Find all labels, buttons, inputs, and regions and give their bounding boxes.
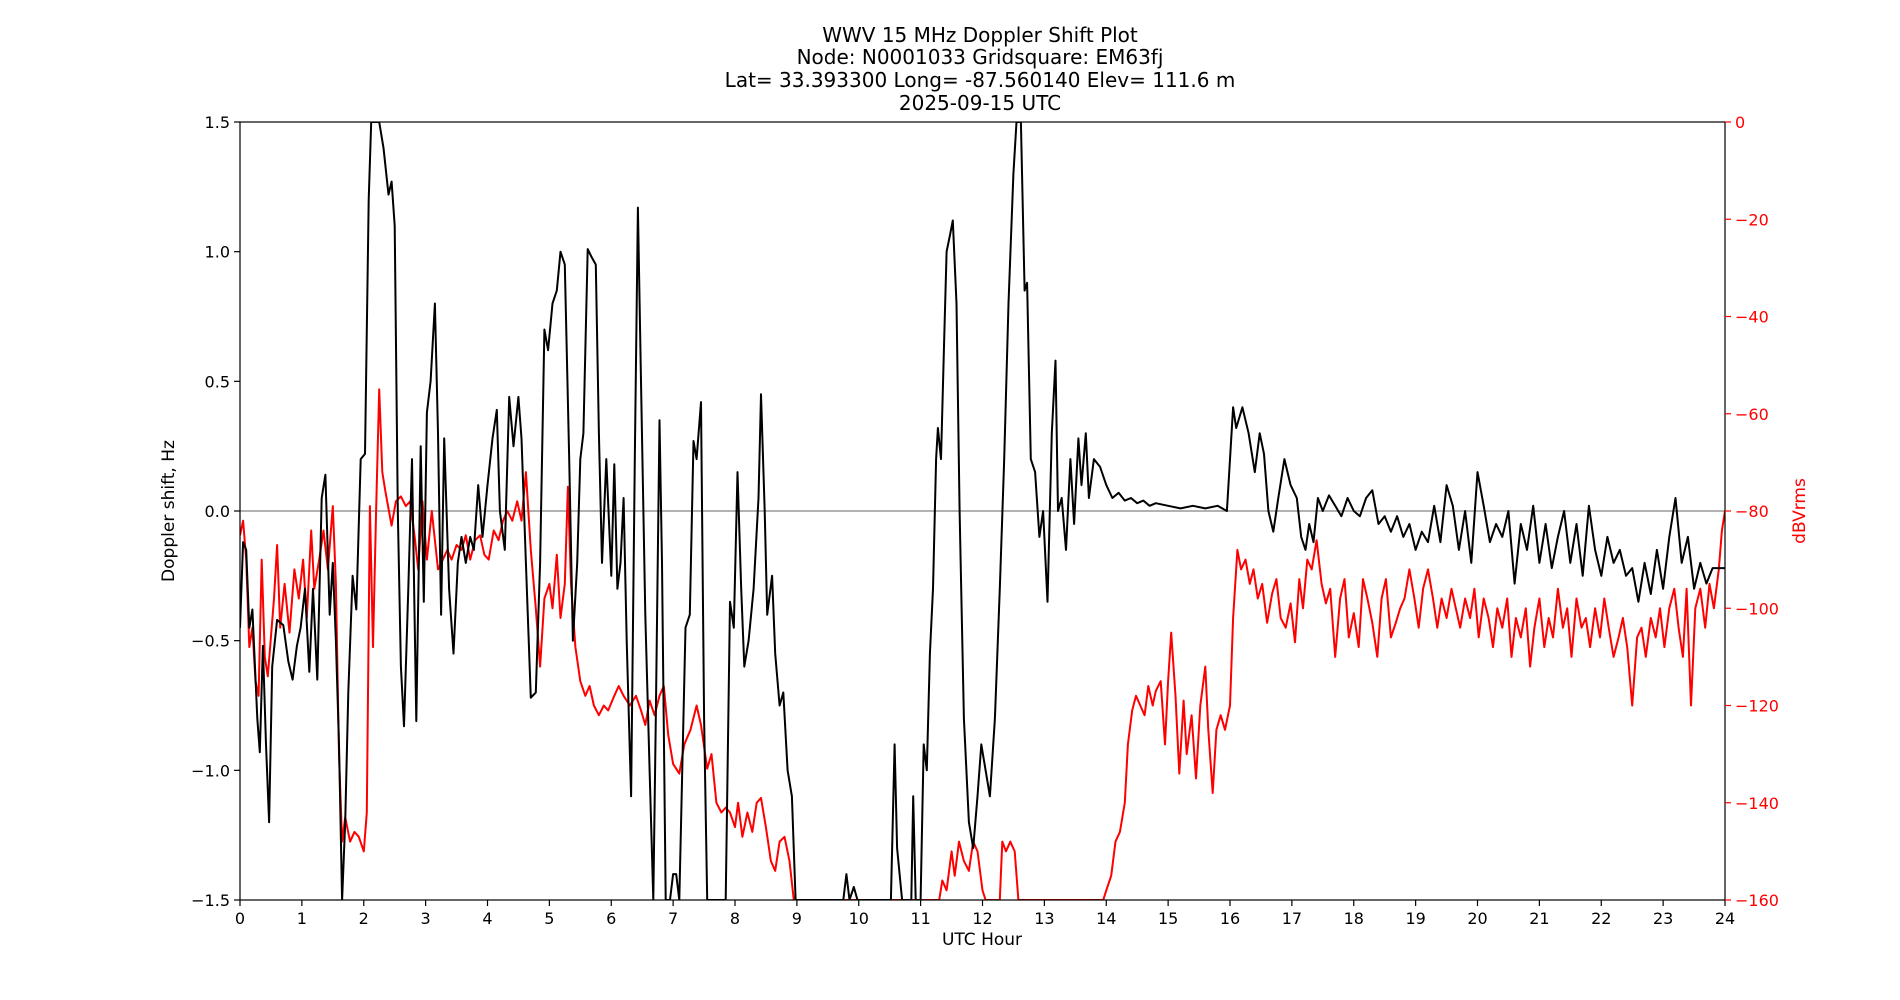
x-tick-label: 2 <box>359 909 369 928</box>
x-tick-label: 15 <box>1158 909 1178 928</box>
power-series-line <box>240 388 1725 900</box>
x-tick-label: 23 <box>1653 909 1673 928</box>
y-right-tick-label: −80 <box>1735 502 1769 521</box>
y-right-tick-label: −100 <box>1735 599 1779 618</box>
y-right-tick-label: −60 <box>1735 405 1769 424</box>
title-line-4: 2025-09-15 UTC <box>899 91 1061 115</box>
x-axis-ticks: 0 1 2 3 4 5 6 7 8 9 10 11 12 13 14 15 16 17 18 19 20 21 22 23 24 <box>235 900 1735 928</box>
x-tick-label: 18 <box>1344 909 1364 928</box>
title-line-2: Node: N0001033 Gridsquare: EM63fj <box>797 45 1164 69</box>
y-right-tick-label: −120 <box>1735 697 1779 716</box>
y-tick-label: −1.0 <box>191 761 230 780</box>
x-tick-label: 13 <box>1034 909 1054 928</box>
y-right-axis-ticks: 0 −20 −40 −60 −80 −100 −120 −140 −160 <box>1725 113 1779 910</box>
y-tick-label: −1.5 <box>191 891 230 910</box>
x-tick-label: 4 <box>482 909 492 928</box>
y-tick-label: 0.0 <box>205 502 230 521</box>
x-tick-label: 1 <box>297 909 307 928</box>
x-tick-label: 22 <box>1591 909 1611 928</box>
x-tick-label: 16 <box>1220 909 1240 928</box>
x-tick-label: 8 <box>730 909 740 928</box>
y-axis-ticks: 1.5 1.0 0.5 0.0 −0.5 −1.0 −1.5 <box>191 113 240 910</box>
x-axis-label: UTC Hour <box>942 930 1022 950</box>
x-tick-label: 11 <box>910 909 930 928</box>
chart-title: WWV 15 MHz Doppler Shift Plot Node: N000… <box>725 23 1236 115</box>
x-tick-label: 3 <box>421 909 431 928</box>
y-right-tick-label: −40 <box>1735 308 1769 327</box>
x-tick-label: 6 <box>606 909 616 928</box>
y-right-tick-label: 0 <box>1735 113 1745 132</box>
x-tick-label: 20 <box>1467 909 1487 928</box>
x-tick-label: 0 <box>235 909 245 928</box>
x-tick-label: 24 <box>1715 909 1735 928</box>
y-tick-label: 1.5 <box>205 113 230 132</box>
x-tick-label: 10 <box>849 909 869 928</box>
y-right-tick-label: −140 <box>1735 794 1779 813</box>
y-tick-label: 1.0 <box>205 243 230 262</box>
doppler-series-line <box>240 122 1725 900</box>
x-tick-label: 9 <box>792 909 802 928</box>
y-right-tick-label: −160 <box>1735 891 1779 910</box>
y-right-axis-label: dBVrms <box>1790 478 1810 544</box>
y-tick-label: 0.5 <box>205 372 230 391</box>
x-tick-label: 14 <box>1096 909 1116 928</box>
title-line-1: WWV 15 MHz Doppler Shift Plot <box>822 23 1138 47</box>
title-line-3: Lat= 33.393300 Long= -87.560140 Elev= 11… <box>725 68 1236 92</box>
y-right-tick-label: −20 <box>1735 210 1769 229</box>
x-tick-label: 12 <box>972 909 992 928</box>
x-tick-label: 5 <box>544 909 554 928</box>
y-tick-label: −0.5 <box>191 632 230 651</box>
y-axis-label: Doppler shift, Hz <box>159 440 179 582</box>
x-tick-label: 17 <box>1282 909 1302 928</box>
x-tick-label: 7 <box>668 909 678 928</box>
x-tick-label: 19 <box>1405 909 1425 928</box>
x-tick-label: 21 <box>1529 909 1549 928</box>
